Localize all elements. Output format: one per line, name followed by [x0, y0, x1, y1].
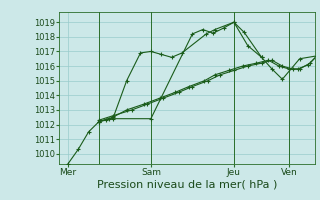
- X-axis label: Pression niveau de la mer( hPa ): Pression niveau de la mer( hPa ): [97, 180, 277, 190]
